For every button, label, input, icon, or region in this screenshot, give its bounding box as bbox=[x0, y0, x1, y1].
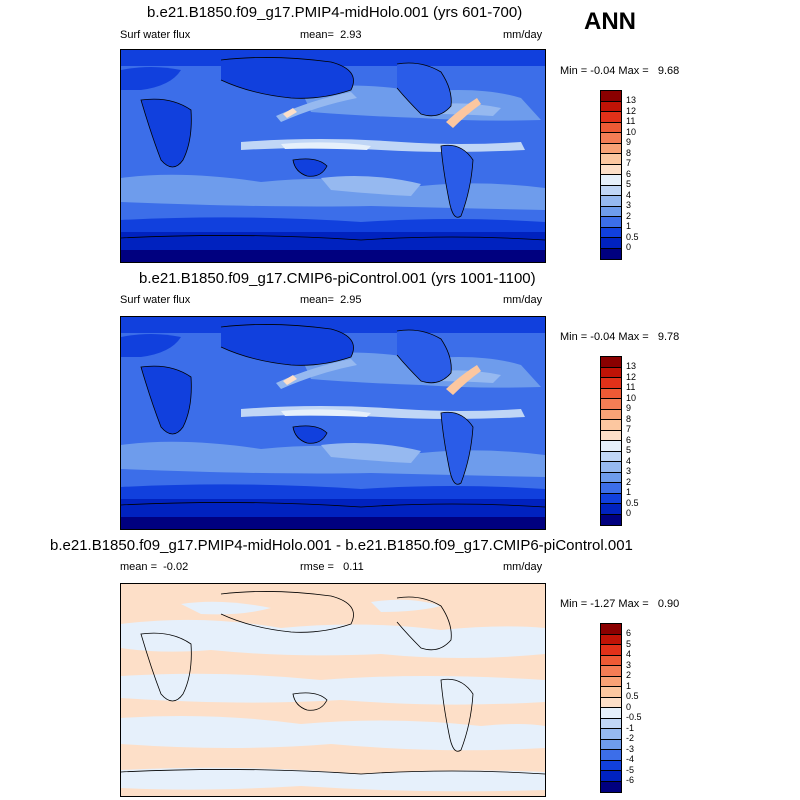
panel3-cb-level: -2 bbox=[626, 733, 635, 743]
panel3-cb-level: 5 bbox=[626, 638, 632, 649]
panel3-cb-level: -0.5 bbox=[626, 712, 642, 722]
panel2-cb-level: 4 bbox=[626, 455, 632, 466]
panel3-cb-level: 4 bbox=[626, 649, 632, 659]
panel3-cb-level: -5 bbox=[626, 764, 635, 775]
panel2-map-svg bbox=[121, 317, 545, 529]
panel3-mean-label: mean = -0.02 bbox=[120, 561, 189, 573]
panel3-mean-value: -0.02 bbox=[163, 561, 189, 573]
panel3-cb-level: -4 bbox=[626, 754, 635, 764]
panel2-cb-level: 8 bbox=[626, 413, 632, 424]
panel2-mean-value: 2.95 bbox=[340, 294, 362, 306]
panel1-mean-label: mean= 2.93 bbox=[300, 29, 362, 41]
panel3-title: b.e21.B1850.f09_g17.PMIP4-midHolo.001 - … bbox=[50, 537, 633, 554]
panel2-cb-level: 10 bbox=[626, 392, 637, 403]
panel1-cb-level: 5 bbox=[626, 179, 632, 189]
panel3-cb-level: -3 bbox=[626, 743, 635, 754]
panel2-cb-level: 7 bbox=[626, 424, 632, 434]
panel3-cb-level: 1 bbox=[626, 680, 632, 691]
panel3-units: mm/day bbox=[503, 561, 543, 573]
panel2-cb-level: 6 bbox=[626, 434, 632, 445]
panel2-units: mm/day bbox=[503, 294, 543, 306]
panel3-cb-level: 6 bbox=[626, 628, 632, 638]
panel2-cb-level: 12 bbox=[626, 371, 637, 382]
panel1-cb-level: 0.5 bbox=[626, 231, 639, 242]
panel3-rmse-label: rmse = 0.11 bbox=[300, 561, 364, 573]
panel3-cb-level: 0 bbox=[626, 701, 632, 712]
panel1-mean-value: 2.93 bbox=[340, 29, 362, 41]
panel1-cb-level: 7 bbox=[626, 158, 632, 168]
panel2-title: b.e21.B1850.f09_g17.CMIP6-piControl.001 … bbox=[139, 270, 536, 287]
panel1-cb-level: 2 bbox=[626, 210, 632, 221]
panel1-map bbox=[120, 49, 546, 263]
panel2-cb-level: 2 bbox=[626, 476, 632, 487]
panel2-cb-level: 3 bbox=[626, 466, 632, 476]
panel1-cb-level: 6 bbox=[626, 168, 632, 179]
panel1-cb-level: 8 bbox=[626, 147, 632, 158]
season-label: ANN bbox=[584, 8, 636, 35]
panel3-cb-level: 2 bbox=[626, 670, 632, 680]
panel1-cb-level: 3 bbox=[626, 200, 632, 210]
panel1-variable-label: Surf water flux bbox=[120, 29, 191, 41]
panel1-cb-level: 11 bbox=[626, 116, 636, 126]
panel1-cb-level: 4 bbox=[626, 189, 632, 200]
panel1-units: mm/day bbox=[503, 29, 543, 41]
panel2-cb-level: 0.5 bbox=[626, 497, 639, 508]
panel1-cb-level: 13 bbox=[626, 95, 637, 105]
panel2-mean-label: mean= 2.95 bbox=[300, 294, 362, 306]
panel3-rmse-value: 0.11 bbox=[343, 561, 364, 573]
panel2-cb-level: 0 bbox=[626, 508, 632, 518]
panel2-map bbox=[120, 316, 546, 530]
panel3-map bbox=[120, 583, 546, 797]
panel1-cb-level: 9 bbox=[626, 137, 632, 147]
panel1-minmax: Min = -0.04 Max = 9.68 bbox=[560, 65, 680, 77]
panel1-cb-level: 12 bbox=[626, 105, 637, 116]
panel1-cb-level: 1 bbox=[626, 221, 632, 231]
panel2-colorbar bbox=[600, 356, 622, 526]
panel3-map-svg bbox=[121, 584, 545, 796]
panel3-cb-level: -1 bbox=[626, 722, 635, 733]
panel3-cb-level: -6 bbox=[626, 775, 635, 785]
panel2-variable-label: Surf water flux bbox=[120, 294, 191, 306]
panel2-cb-level: 1 bbox=[626, 487, 632, 497]
panel2-cb-level: 5 bbox=[626, 445, 632, 455]
panel2-cb-level: 9 bbox=[626, 403, 632, 413]
panel2-cb-level: 11 bbox=[626, 382, 636, 392]
panel1-cb-level: 10 bbox=[626, 126, 637, 137]
panel1-title: b.e21.B1850.f09_g17.PMIP4-midHolo.001 (y… bbox=[147, 4, 523, 21]
panel1-map-svg bbox=[121, 50, 545, 262]
panel2-minmax: Min = -0.04 Max = 9.78 bbox=[560, 331, 680, 343]
panel3-minmax: Min = -1.27 Max = 0.90 bbox=[560, 598, 680, 610]
panel1-colorbar bbox=[600, 90, 622, 260]
panel1-cb-level: 0 bbox=[626, 242, 632, 252]
panel3-cb-level: 0.5 bbox=[626, 691, 639, 701]
panel3-cb-level: 3 bbox=[626, 659, 632, 670]
panel2-cb-level: 13 bbox=[626, 361, 637, 371]
panel3-colorbar bbox=[600, 623, 622, 793]
